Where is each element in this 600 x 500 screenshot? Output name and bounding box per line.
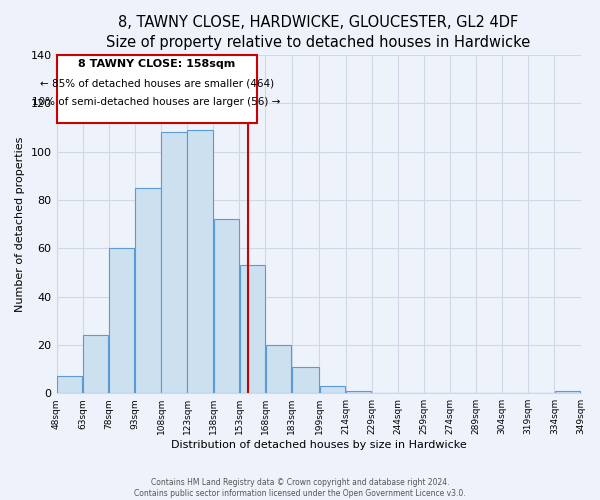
Bar <box>320 386 345 393</box>
Bar <box>240 265 265 393</box>
Bar <box>57 376 82 393</box>
Bar <box>292 366 319 393</box>
Y-axis label: Number of detached properties: Number of detached properties <box>15 136 25 312</box>
Text: 10% of semi-detached houses are larger (56) →: 10% of semi-detached houses are larger (… <box>32 98 281 108</box>
Bar <box>135 188 161 393</box>
FancyBboxPatch shape <box>56 55 257 122</box>
Bar <box>83 336 109 393</box>
Bar <box>187 130 213 393</box>
Bar <box>346 391 371 393</box>
Bar <box>266 345 291 393</box>
Bar <box>161 132 187 393</box>
X-axis label: Distribution of detached houses by size in Hardwicke: Distribution of detached houses by size … <box>170 440 466 450</box>
Text: ← 85% of detached houses are smaller (464): ← 85% of detached houses are smaller (46… <box>40 78 274 88</box>
Title: 8, TAWNY CLOSE, HARDWICKE, GLOUCESTER, GL2 4DF
Size of property relative to deta: 8, TAWNY CLOSE, HARDWICKE, GLOUCESTER, G… <box>106 15 530 50</box>
Text: Contains HM Land Registry data © Crown copyright and database right 2024.
Contai: Contains HM Land Registry data © Crown c… <box>134 478 466 498</box>
Bar <box>214 220 239 393</box>
Bar <box>555 391 580 393</box>
Bar <box>109 248 134 393</box>
Text: 8 TAWNY CLOSE: 158sqm: 8 TAWNY CLOSE: 158sqm <box>78 59 235 69</box>
